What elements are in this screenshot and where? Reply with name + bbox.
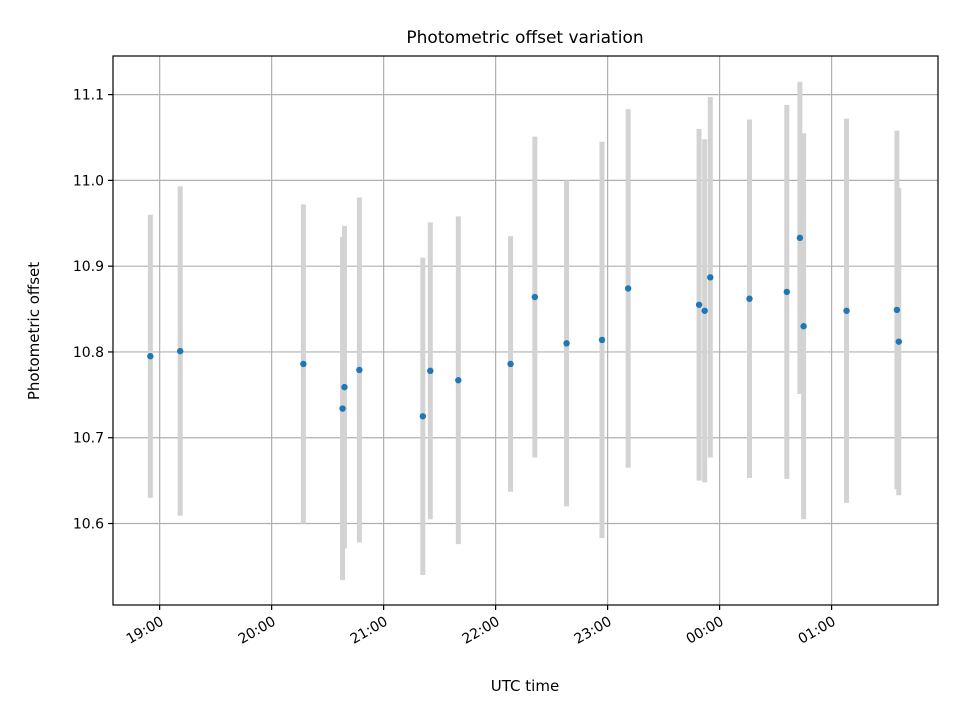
data-point	[783, 288, 791, 296]
data-point	[701, 307, 708, 314]
data-point	[300, 360, 307, 368]
grid-lines	[113, 56, 938, 605]
data-point	[419, 413, 427, 420]
data-point	[893, 306, 901, 314]
data-point	[746, 295, 753, 302]
data-points	[147, 234, 903, 420]
y-tick-label: 10.9	[73, 259, 104, 275]
data-point	[843, 307, 850, 314]
data-point	[427, 367, 434, 375]
data-point	[895, 338, 903, 345]
data-point	[707, 274, 714, 281]
data-point	[598, 336, 606, 344]
data-point	[695, 301, 703, 308]
data-point	[624, 285, 632, 292]
y-tick-label: 11.1	[73, 88, 104, 104]
data-point	[531, 293, 539, 301]
data-point	[455, 377, 462, 384]
data-point	[507, 360, 514, 368]
data-point	[800, 323, 807, 330]
plot-frame	[112, 55, 939, 606]
y-axis-label: Photometric offset	[25, 262, 43, 400]
x-axis-label: UTC time	[491, 677, 559, 695]
y-tick-label: 10.6	[73, 517, 104, 533]
data-point	[147, 353, 154, 360]
y-tick-label: 11.0	[73, 173, 104, 189]
data-point	[796, 234, 804, 242]
y-axis-ticks: 10.6 10.7 10.8 10.9 11.0 11.1	[73, 88, 113, 533]
data-point	[563, 340, 570, 347]
y-tick-label: 10.7	[73, 431, 104, 447]
data-point	[339, 405, 346, 412]
data-point	[176, 347, 184, 355]
data-point	[341, 383, 348, 391]
data-point	[356, 366, 363, 374]
y-tick-label: 10.8	[73, 345, 104, 361]
chart-title: Photometric offset variation	[406, 28, 643, 48]
